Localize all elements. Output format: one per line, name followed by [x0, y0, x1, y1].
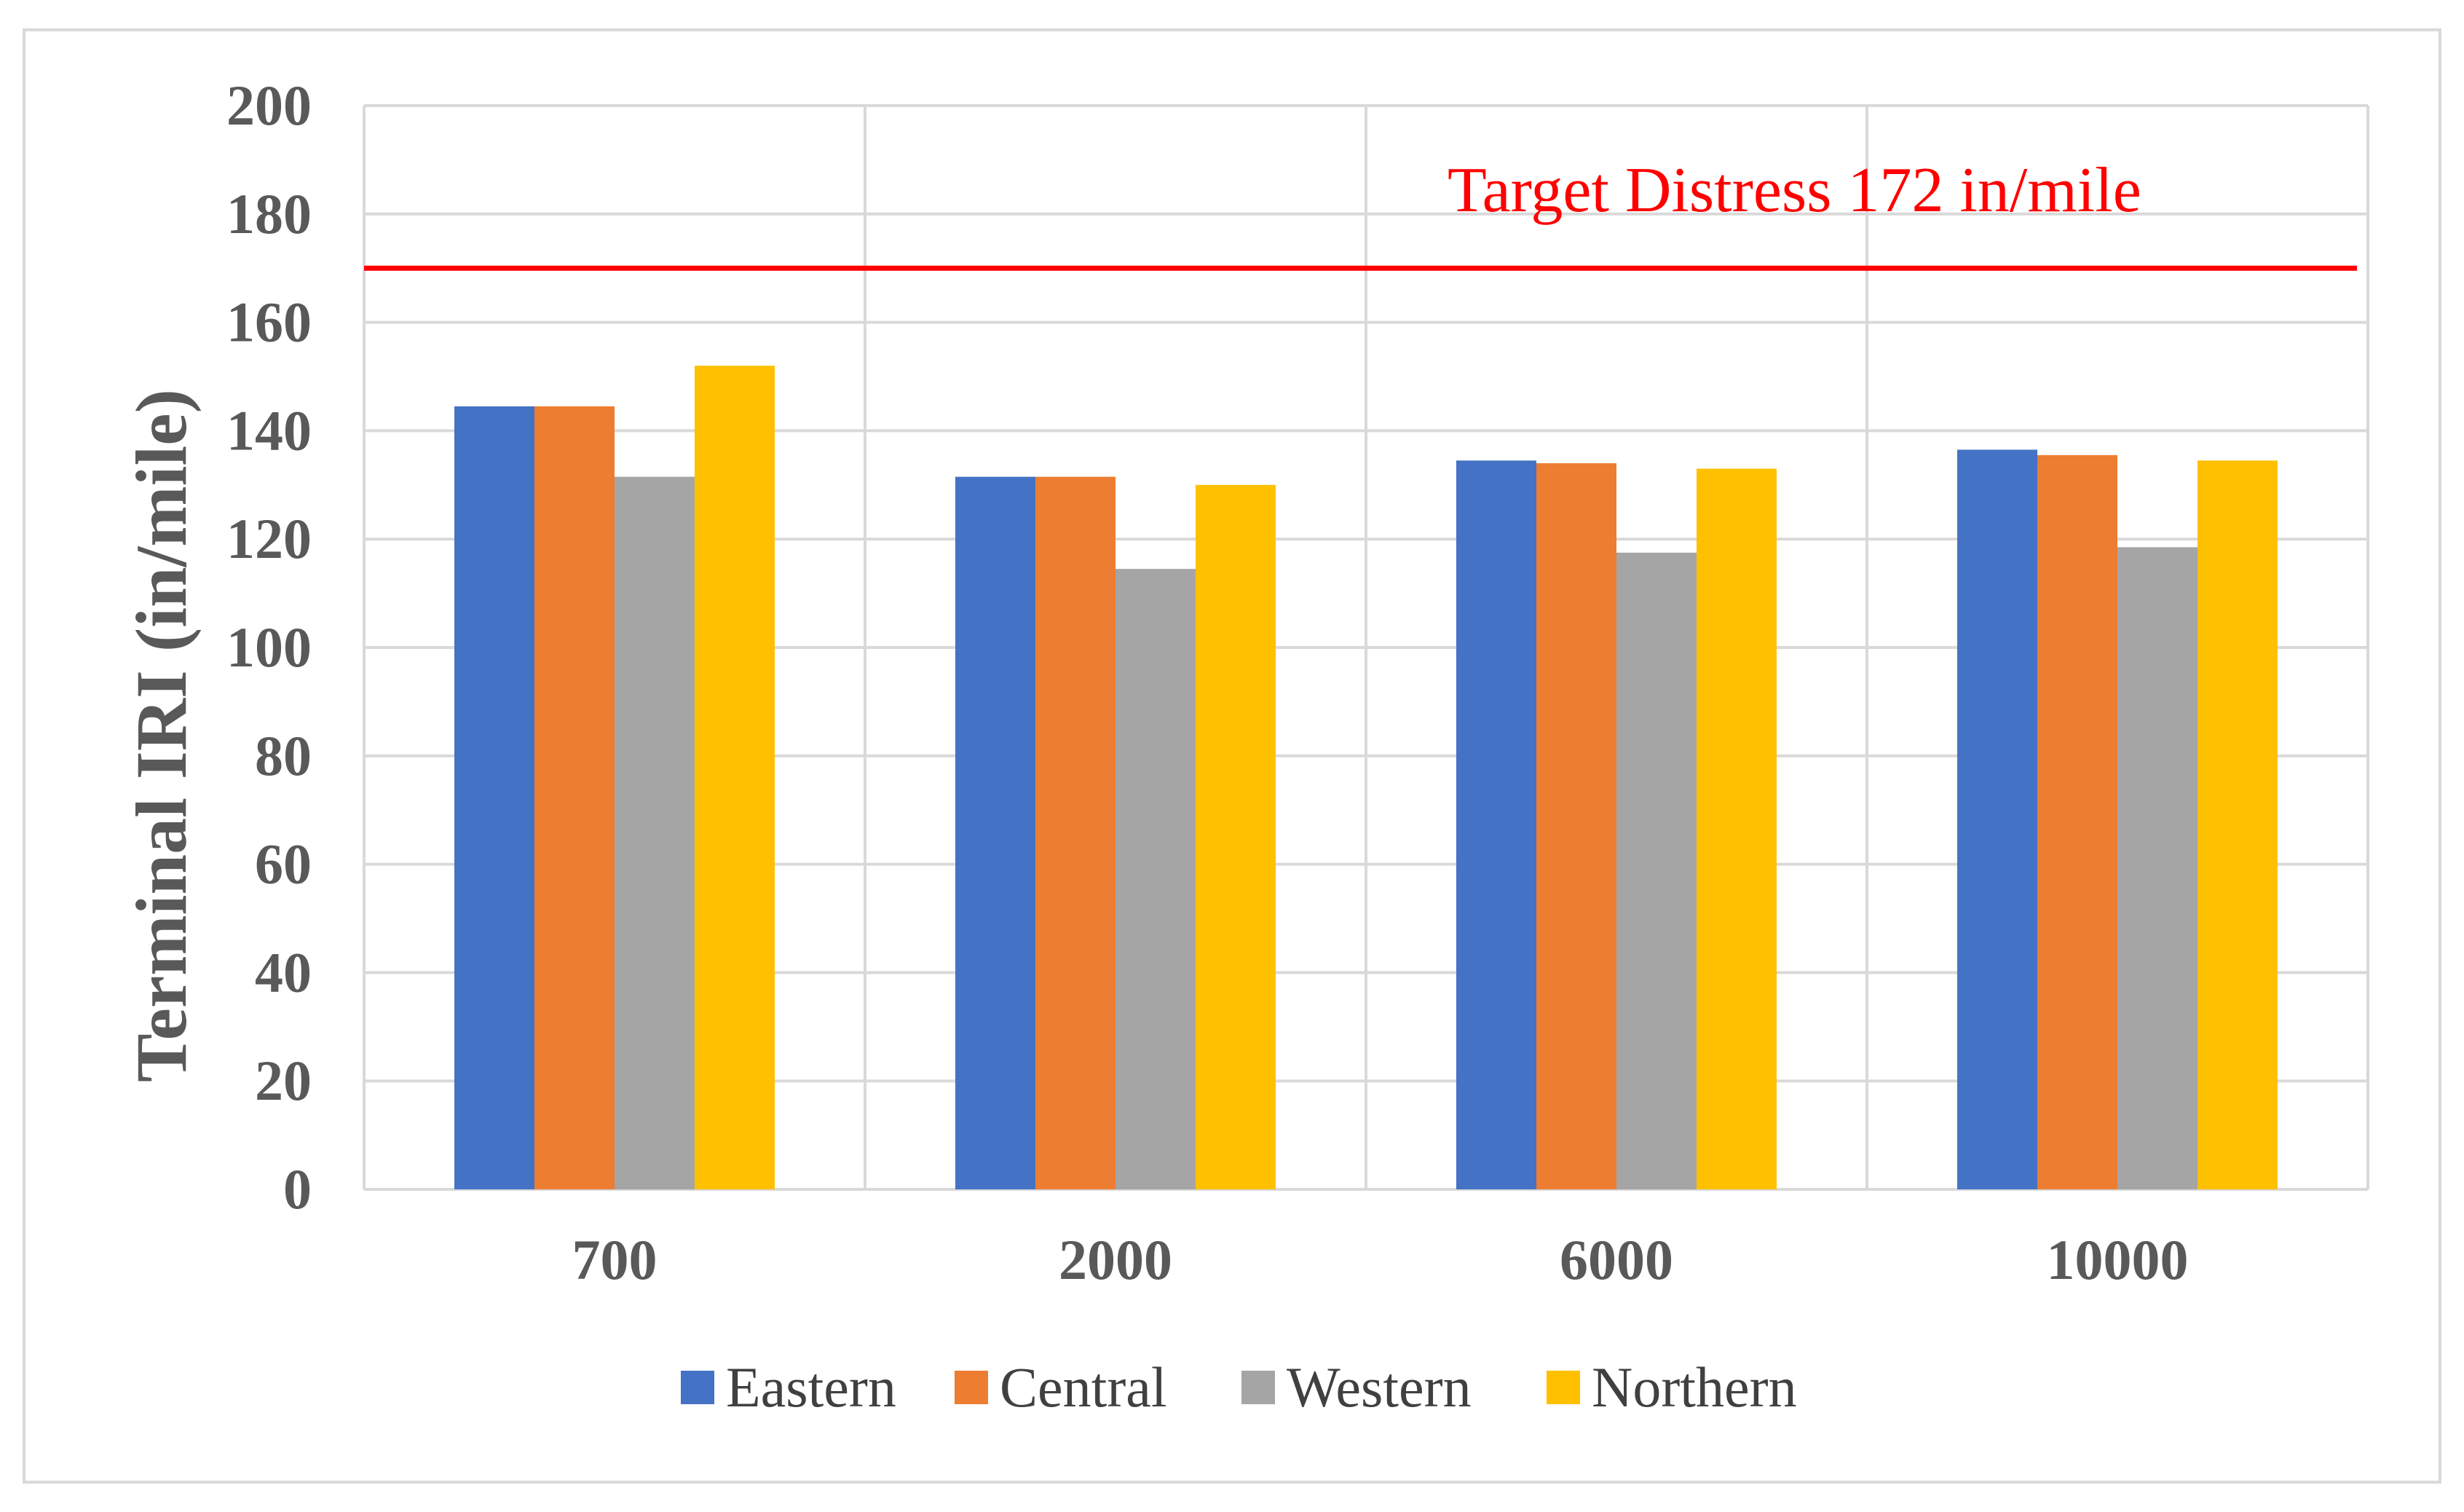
- bar-northern-700: [695, 366, 775, 1189]
- y-tick-label: 180: [226, 182, 312, 245]
- y-tick-label: 0: [283, 1157, 312, 1221]
- y-tick-label: 120: [226, 507, 312, 570]
- legend-swatch-western: [1241, 1371, 1275, 1404]
- bar-western-2000: [1115, 569, 1196, 1189]
- x-axis-ticks: 700 2000 6000 10000: [572, 1228, 2189, 1291]
- legend-swatch-central: [955, 1371, 988, 1404]
- bar-central-10000: [2037, 454, 2117, 1189]
- x-tick-label: 6000: [1560, 1228, 1673, 1291]
- reference-line-group: Target Distress 172 in/mile: [364, 155, 2357, 271]
- bar-central-2000: [1035, 476, 1115, 1189]
- bar-central-700: [534, 406, 615, 1190]
- bar-western-6000: [1616, 552, 1697, 1189]
- bar-western-10000: [2117, 547, 2198, 1189]
- x-tick-label: 10000: [2047, 1228, 2189, 1291]
- bar-northern-6000: [1697, 468, 1777, 1189]
- y-tick-label: 140: [226, 398, 312, 462]
- legend-label-central: Central: [1000, 1355, 1167, 1419]
- bar-eastern-700: [454, 406, 534, 1190]
- y-tick-label: 60: [255, 832, 312, 896]
- legend-label-western: Western: [1287, 1355, 1472, 1419]
- bar-eastern-2000: [955, 476, 1035, 1189]
- bar-eastern-6000: [1456, 460, 1536, 1189]
- legend: Eastern Central Western Northern: [681, 1355, 1797, 1419]
- bars: [454, 366, 2278, 1190]
- legend-label-eastern: Eastern: [726, 1355, 896, 1419]
- y-tick-label: 100: [226, 615, 312, 679]
- bar-eastern-10000: [1957, 449, 2037, 1189]
- y-axis-title: Terminal IRI (in/mile): [121, 389, 202, 1082]
- y-tick-label: 160: [226, 291, 312, 354]
- bar-western-700: [615, 476, 695, 1189]
- x-tick-label: 2000: [1059, 1228, 1172, 1291]
- y-tick-label: 80: [255, 724, 312, 787]
- x-tick-label: 700: [572, 1228, 658, 1291]
- y-tick-label: 20: [255, 1049, 312, 1112]
- legend-swatch-northern: [1547, 1371, 1580, 1404]
- target-distress-label: Target Distress 172 in/mile: [1448, 155, 2141, 226]
- y-axis-ticks: 0 20 40 60 80 100 120 140 160 180 200: [226, 74, 312, 1221]
- bar-northern-2000: [1196, 484, 1276, 1189]
- y-tick-label: 40: [255, 940, 312, 1004]
- bar-northern-10000: [2198, 460, 2278, 1189]
- legend-swatch-eastern: [681, 1371, 714, 1404]
- legend-label-northern: Northern: [1592, 1355, 1797, 1419]
- bar-central-6000: [1536, 463, 1616, 1189]
- y-tick-label: 200: [226, 74, 312, 137]
